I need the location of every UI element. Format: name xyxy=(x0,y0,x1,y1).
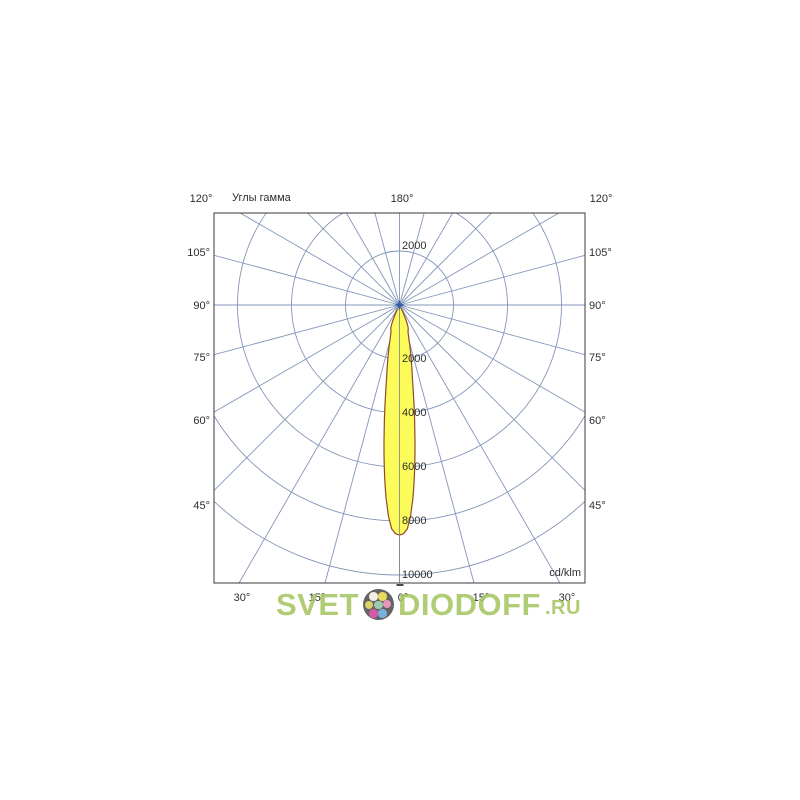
radial-tick-label: 10000 xyxy=(402,569,433,581)
angle-label-left: 90° xyxy=(193,300,210,312)
radial-tick-label: 2000 xyxy=(402,240,426,252)
angle-label-right: 105° xyxy=(589,247,612,259)
radial-tick-label: 8000 xyxy=(402,515,426,527)
center-marker-icon xyxy=(394,300,405,310)
angle-label-right: 90° xyxy=(589,300,606,312)
angle-label-top-left: 120° xyxy=(190,193,213,205)
angle-label-right: 75° xyxy=(589,352,606,364)
chart-title: Углы гамма xyxy=(232,192,292,204)
angle-label-bottom: 15° xyxy=(473,592,490,604)
unit-label: cd/klm xyxy=(549,567,581,579)
angle-label-left: 75° xyxy=(193,352,210,364)
angle-label-right: 60° xyxy=(589,415,606,427)
angle-label-bottom: 15° xyxy=(309,592,326,604)
radial-tick-label: 6000 xyxy=(402,461,426,473)
angle-label-bottom: 30° xyxy=(234,592,251,604)
angle-label-top-right: 120° xyxy=(590,193,613,205)
angle-label-left: 105° xyxy=(187,247,210,259)
radial-tick-label: 2000 xyxy=(402,353,426,365)
angle-label-right: 45° xyxy=(589,500,606,512)
radial-tick-label: 4000 xyxy=(402,407,426,419)
angle-label-bottom: 0° xyxy=(398,592,409,604)
angle-label-bottom: 30° xyxy=(559,592,576,604)
angle-label-left: 60° xyxy=(193,415,210,427)
angle-label-left: 45° xyxy=(193,500,210,512)
angle-label-top-center: 180° xyxy=(391,193,414,205)
